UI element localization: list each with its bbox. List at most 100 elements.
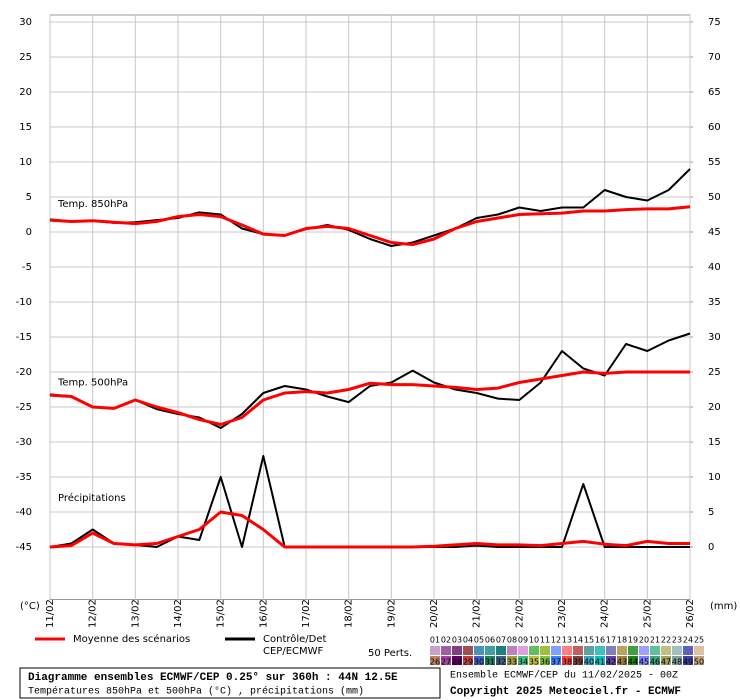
x-tick-label: 15/02 (216, 599, 227, 628)
member-swatch (507, 656, 517, 665)
member-swatch (672, 656, 682, 665)
member-label: 46 (650, 658, 660, 667)
member-swatch (573, 646, 583, 655)
y2-tick-label: 65 (708, 87, 721, 98)
member-label: 32 (496, 658, 506, 667)
member-swatch (430, 656, 440, 665)
x-tick-label: 14/02 (173, 599, 184, 628)
member-swatch (628, 646, 638, 655)
y2-tick-label: 10 (708, 472, 721, 483)
member-swatch (584, 656, 594, 665)
y2-tick-label: 25 (708, 367, 721, 378)
y2-tick-label: 30 (708, 332, 721, 343)
member-swatch (617, 656, 627, 665)
member-swatch (562, 646, 572, 655)
x-tick-label: 17/02 (301, 599, 312, 628)
member-label: 34 (518, 658, 528, 667)
member-label: 13 (562, 636, 572, 645)
footer-subtitle: Températures 850hPa et 500hPa (°C) , pré… (28, 686, 364, 698)
y-tick-label: -45 (16, 542, 32, 553)
member-label: 22 (661, 636, 671, 645)
member-label: 12 (551, 636, 561, 645)
member-swatch (540, 646, 550, 655)
x-tick-label: 20/02 (429, 599, 440, 628)
member-swatch (672, 646, 682, 655)
member-label: 28 (452, 658, 462, 667)
member-label: 42 (606, 658, 616, 667)
member-swatch (606, 656, 616, 665)
x-tick-label: 23/02 (557, 599, 568, 628)
member-swatch (496, 646, 506, 655)
member-label: 37 (551, 658, 561, 667)
member-label: 49 (683, 658, 693, 667)
x-tick-label: 24/02 (600, 599, 611, 628)
control-line (49, 332, 691, 429)
member-swatch (551, 646, 561, 655)
legend-label: Contrôle/Det (263, 633, 327, 645)
y-tick-label: 0 (26, 227, 32, 238)
member-label: 43 (617, 658, 627, 667)
x-tick-label: 22/02 (514, 599, 525, 628)
member-swatch (452, 656, 462, 665)
y-tick-label: -20 (16, 367, 32, 378)
member-label: 30 (474, 658, 484, 667)
footer-copyright: Copyright 2025 Meteociel.fr - ECMWF (450, 686, 681, 698)
legend-label: CEP/ECMWF (263, 646, 324, 657)
perturbations-label: 50 Perts. (368, 648, 412, 659)
member-swatch (452, 646, 462, 655)
y-tick-label: 15 (19, 122, 32, 133)
member-swatch (540, 656, 550, 665)
y-tick-label: 25 (19, 52, 32, 63)
member-label: 33 (507, 658, 517, 667)
member-swatch (518, 656, 528, 665)
member-label: 03 (452, 636, 462, 645)
y2-tick-label: 35 (708, 297, 721, 308)
member-label: 27 (441, 658, 451, 667)
x-tick-label: 19/02 (386, 599, 397, 628)
member-swatch (661, 656, 671, 665)
y2-tick-label: 55 (708, 157, 721, 168)
mean-line (49, 370, 690, 426)
y-axis-unit: (°C) (20, 601, 40, 612)
y2-tick-label: 75 (708, 17, 721, 28)
y2-tick-label: 20 (708, 402, 721, 413)
member-swatch (529, 656, 539, 665)
x-tick-label: 26/02 (685, 599, 696, 628)
y-tick-label: 5 (26, 192, 32, 203)
panel-label: Temp. 850hPa (57, 199, 128, 210)
y-tick-label: -30 (16, 437, 32, 448)
member-label: 04 (463, 636, 473, 645)
member-swatch (595, 656, 605, 665)
member-label: 44 (628, 658, 638, 667)
member-swatch (694, 656, 704, 665)
member-label: 17 (606, 636, 616, 645)
y-tick-label: -35 (16, 472, 32, 483)
member-label: 39 (573, 658, 583, 667)
member-label: 45 (639, 658, 649, 667)
member-label: 11 (540, 636, 550, 645)
member-swatch (551, 656, 561, 665)
y-tick-label: -10 (16, 297, 32, 308)
y2-tick-label: 70 (708, 52, 721, 63)
panel-label: Temp. 500hPa (57, 378, 128, 389)
member-swatch (441, 646, 451, 655)
member-swatch (606, 646, 616, 655)
member-swatch (562, 656, 572, 665)
x-tick-label: 21/02 (472, 599, 483, 628)
member-label: 48 (672, 658, 682, 667)
member-label: 21 (650, 636, 660, 645)
member-label: 15 (584, 636, 594, 645)
mean-line (49, 205, 691, 247)
member-swatch (650, 646, 660, 655)
member-swatch (463, 646, 473, 655)
member-label: 01 (430, 636, 440, 645)
member-swatch (485, 656, 495, 665)
member-swatch (573, 656, 583, 665)
member-swatch (441, 656, 451, 665)
y-tick-label: 20 (19, 87, 32, 98)
y2-tick-label: 45 (708, 227, 721, 238)
member-swatch (617, 646, 627, 655)
member-swatch (639, 656, 649, 665)
y-tick-label: -25 (16, 402, 32, 413)
